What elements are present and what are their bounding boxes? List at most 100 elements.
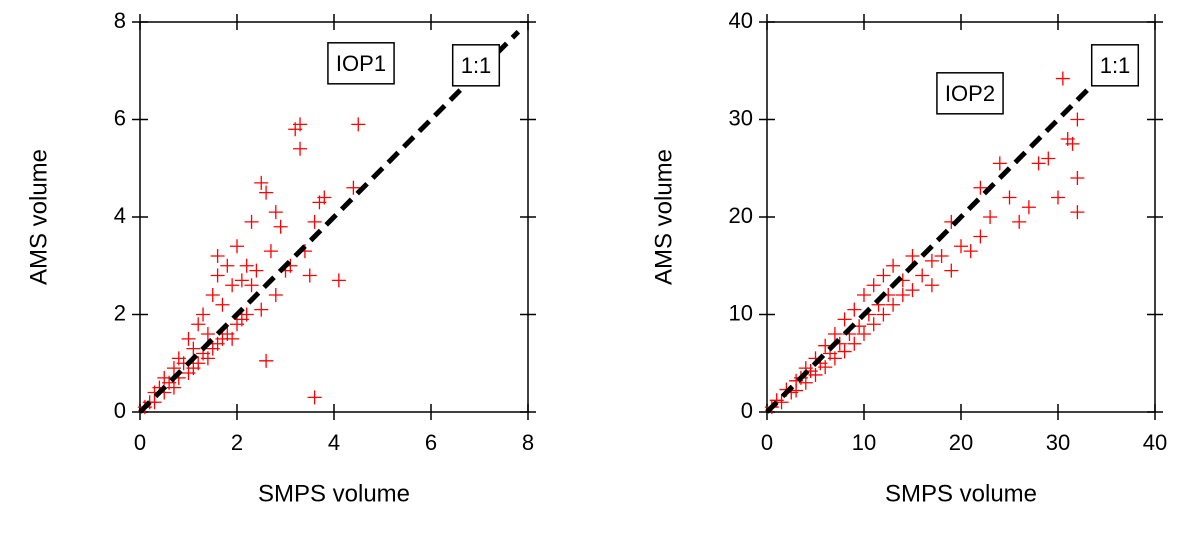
x-tick-label: 20 xyxy=(949,430,973,455)
point xyxy=(847,302,862,317)
point xyxy=(944,263,959,278)
point xyxy=(992,156,1007,171)
y-axis-label: AMS volume xyxy=(650,149,677,285)
annotation-box xyxy=(936,72,1004,115)
y-tick-label: 2 xyxy=(114,300,126,325)
point xyxy=(963,244,978,259)
x-tick-label: 6 xyxy=(425,430,437,455)
point xyxy=(1070,205,1085,220)
x-tick-label: 10 xyxy=(852,430,876,455)
y-tick-label: 6 xyxy=(114,105,126,130)
point xyxy=(225,331,240,346)
point xyxy=(934,249,949,263)
reference-line xyxy=(765,88,1089,414)
point xyxy=(886,258,901,273)
point xyxy=(210,249,225,263)
point xyxy=(1055,71,1070,86)
point xyxy=(866,278,881,293)
point xyxy=(268,288,283,302)
y-tick-label: 40 xyxy=(729,8,753,33)
point xyxy=(818,360,833,375)
point xyxy=(886,297,901,312)
point xyxy=(973,180,988,195)
point xyxy=(847,336,862,351)
point xyxy=(239,307,254,322)
point xyxy=(220,258,235,273)
point xyxy=(827,327,842,341)
x-tick-label: 2 xyxy=(231,430,243,455)
point xyxy=(166,361,181,376)
point xyxy=(1070,112,1085,127)
point xyxy=(234,273,249,288)
y-axis-label: AMS volume xyxy=(25,149,52,285)
point xyxy=(857,288,871,302)
point xyxy=(837,344,852,359)
point xyxy=(166,380,181,395)
annotation: IOP1 xyxy=(327,42,395,85)
point xyxy=(866,317,881,332)
point xyxy=(268,205,283,220)
point xyxy=(857,327,871,341)
x-tick-label: 4 xyxy=(328,430,340,455)
point xyxy=(798,375,813,390)
reference-label-box xyxy=(451,44,501,87)
annotation-box xyxy=(327,42,395,85)
reference-label-box xyxy=(1090,44,1140,87)
x-tick-label: 0 xyxy=(134,430,146,455)
point xyxy=(924,253,939,268)
y-tick-label: 4 xyxy=(114,203,126,228)
y-tick-label: 8 xyxy=(114,8,126,33)
point xyxy=(876,307,891,322)
point xyxy=(200,351,215,366)
point xyxy=(200,327,215,341)
point xyxy=(244,214,259,229)
point xyxy=(181,331,196,346)
point xyxy=(346,180,361,195)
x-axis-label: SMPS volume xyxy=(885,480,1037,507)
point xyxy=(915,268,930,283)
point xyxy=(191,317,206,332)
point xyxy=(924,278,939,293)
point xyxy=(186,341,201,356)
point xyxy=(259,185,274,200)
point xyxy=(1065,136,1080,151)
point xyxy=(239,258,254,273)
point xyxy=(210,268,225,283)
point xyxy=(307,390,322,405)
x-tick-label: 30 xyxy=(1046,430,1070,455)
point xyxy=(273,219,288,234)
point xyxy=(293,117,308,132)
point xyxy=(225,278,240,293)
reference-label: 1:1 xyxy=(1090,44,1140,87)
x-tick-label: 8 xyxy=(522,430,534,455)
point xyxy=(1002,190,1017,205)
reference-line xyxy=(138,29,521,414)
point xyxy=(895,288,910,302)
point xyxy=(876,268,891,283)
point xyxy=(808,367,823,382)
point xyxy=(1070,171,1085,185)
point xyxy=(1012,214,1027,229)
point xyxy=(263,244,278,259)
point xyxy=(244,278,259,293)
annotation-text: IOP1 xyxy=(336,51,386,76)
point xyxy=(259,353,274,368)
reference-label-text: 1:1 xyxy=(461,53,492,78)
point xyxy=(905,249,920,263)
point xyxy=(307,214,322,229)
point xyxy=(983,210,998,224)
point xyxy=(827,351,842,366)
reference-label-text: 1:1 xyxy=(1100,53,1131,78)
reference-label: 1:1 xyxy=(451,44,501,87)
point xyxy=(905,283,920,298)
y-tick-label: 0 xyxy=(741,398,753,423)
point xyxy=(254,302,269,317)
annotation: IOP2 xyxy=(936,72,1004,115)
point xyxy=(1051,190,1065,205)
point xyxy=(1021,200,1036,215)
y-tick-label: 0 xyxy=(114,398,126,423)
point xyxy=(191,356,206,371)
x-axis-label: SMPS volume xyxy=(258,480,410,507)
